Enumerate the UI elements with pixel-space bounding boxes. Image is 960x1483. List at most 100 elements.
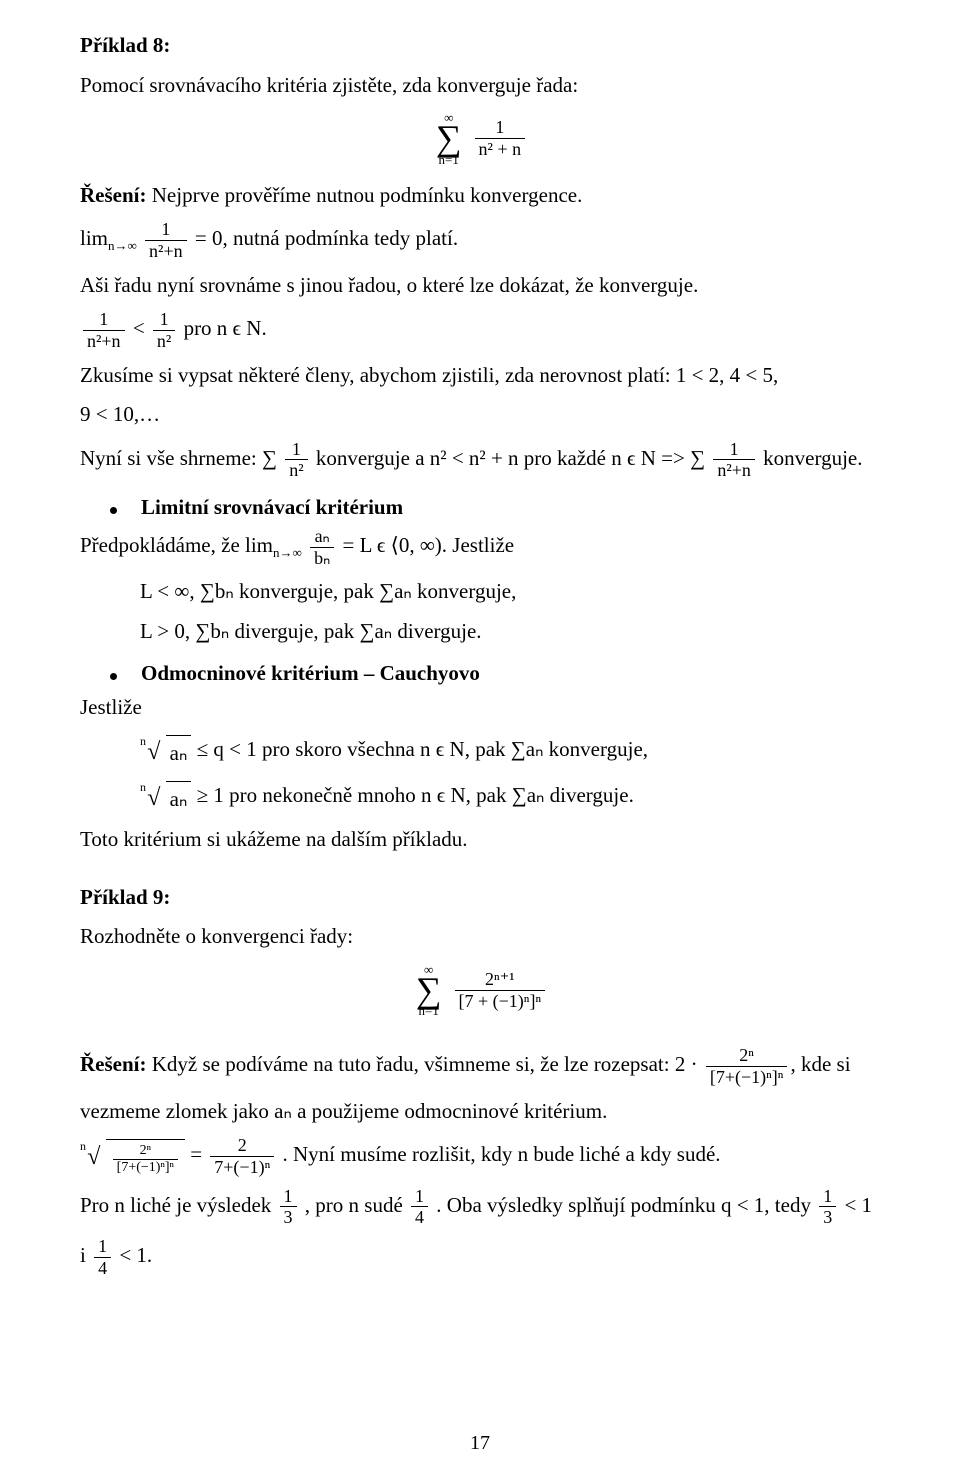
limit-l1: Předpokládáme, že limn→∞ aₙbₙ = L ϵ ⟨0, … [80,526,880,568]
ex9-series: ∞ ∑ n=1 2ⁿ⁺¹ [7 + (−1)ⁿ]ⁿ [80,963,880,1018]
ex9-l3-mid: = [190,1142,207,1166]
cauchy-l3-root-idx: n [140,780,146,794]
ex9-series-den: [7 + (−1)ⁿ]ⁿ [455,991,546,1012]
ex8-l7-f1n: 1 [285,439,307,461]
ex9-l3-root-idx: n [80,1139,86,1153]
ex9-sol-l2: vezmeme zlomek jako aₙ a použijeme odmoc… [80,1096,880,1128]
ex8-sol-l2-sub: n→∞ [108,238,137,253]
ex9-l5-f1d: 4 [94,1258,111,1279]
bullet-icon [110,507,117,514]
ex8-sol-l1: Řešení: Nejprve prověříme nutnou podmínk… [80,180,880,212]
cauchy-l3: n √ aₙ ≥ 1 pro nekonečně mnoho n ϵ N, pa… [80,778,880,816]
ex9-sol-l3: n √ 2ⁿ[7+(−1)ⁿ]ⁿ = 27+(−1)ⁿ . Nyní musím… [80,1135,880,1177]
ex9-l5-end: < 1. [119,1243,152,1267]
ex8-title: Příklad 8: [80,30,880,62]
ex8-sol-l5: Zkusíme si vypsat některé členy, abychom… [80,360,880,392]
cauchy-l1: Jestliže [80,692,880,724]
cauchy-l2-root-body: aₙ [166,735,192,770]
ex9-l3-f2n: 2 [210,1135,274,1157]
ex9-sol-l5: i 14 < 1. [80,1236,880,1278]
ex8-l4-f2n: 1 [153,309,175,331]
limit-heading: Limitní srovnávací kritérium [141,495,403,520]
ex9-l4-f2n: 1 [411,1186,428,1208]
ex8-l4-rest: pro n ϵ N. [184,316,267,340]
page: Příklad 8: Pomocí srovnávacího kritéria … [0,0,960,1483]
ex9-l1-den: [7+(−1)ⁿ]ⁿ [706,1067,788,1088]
cauchy-l4: Toto kritérium si ukážeme na dalším přík… [80,824,880,856]
ex8-l7-mid1: konverguje a n² < n² + n pro každé n ϵ N… [316,446,705,470]
cauchy-l2-root-idx: n [140,734,146,748]
cauchy-heading-row: Odmocninové kritérium – Cauchyovo [80,661,880,686]
ex8-l4-f2d: n² [153,331,175,352]
ex8-l4-mid: < [133,316,150,340]
limit-l2: L < ∞, ∑bₙ konverguje, pak ∑aₙ konverguj… [80,576,880,608]
ex9-l4-mid: , pro n sudé [305,1193,408,1217]
ex9-l5-f1n: 1 [94,1236,111,1258]
ex8-prompt: Pomocí srovnávacího kritéria zjistěte, z… [80,70,880,102]
ex9-l4-pre: Pro n liché je výsledek [80,1193,277,1217]
cauchy-l2-rest: ≤ q < 1 pro skoro všechna n ϵ N, pak ∑aₙ… [197,737,648,761]
ex8-sol-l1-rest: Nejprve prověříme nutnou podmínku konver… [147,183,583,207]
sigma-icon: ∑ [416,976,442,1005]
ex8-sol-l7: Nyní si vše shrneme: ∑ 1n² konverguje a … [80,439,880,481]
sigma-icon: ∑ [436,124,462,153]
cauchy-l3-rest: ≥ 1 pro nekonečně mnoho n ϵ N, pak ∑aₙ d… [197,783,634,807]
ex9-l3-root-num: 2ⁿ [113,1143,178,1160]
ex8-sol-l4: 1n²+n < 1n² pro n ϵ N. [80,309,880,351]
ex8-series-den: n² + n [475,139,526,160]
ex9-sol-l1: Řešení: Když se podíváme na tuto řadu, v… [80,1045,880,1087]
ex9-sol-l4: Pro n liché je výsledek 13 , pro n sudé … [80,1186,880,1228]
limit-l1-pre: Předpokládáme, že lim [80,533,273,557]
ex9-l3-f2d: 7+(−1)ⁿ [210,1157,274,1178]
ex9-l4-f3d: 3 [819,1207,836,1228]
ex8-l7-pre: Nyní si vše shrneme: ∑ [80,446,277,470]
ex9-series-num: 2ⁿ⁺¹ [455,969,546,991]
ex9-prompt: Rozhodněte o konvergenci řady: [80,921,880,953]
radical-icon: √ [87,1139,100,1175]
ex8-sol-head: Řešení: [80,183,147,207]
ex9-l3-end: . Nyní musíme rozlišit, kdy n bude liché… [283,1142,721,1166]
ex9-l3-root-den: [7+(−1)ⁿ]ⁿ [113,1160,178,1176]
limit-l1-rest: = L ϵ ⟨0, ∞). Jestliže [342,533,514,557]
ex8-l4-f1d: n²+n [83,331,125,352]
ex9-series-bottom: n=1 [416,1004,442,1017]
ex8-l7-f1d: n² [285,460,307,481]
limit-l1-sub: n→∞ [273,545,302,560]
ex8-sol-l2-pre: lim [80,226,108,250]
ex9-l4-end: < 1 [844,1193,872,1217]
page-number: 17 [0,1432,960,1455]
cauchy-heading: Odmocninové kritérium – Cauchyovo [141,661,480,686]
ex8-l2-den: n²+n [145,241,187,262]
ex8-sol-l2: limn→∞ 1n²+n = 0, nutná podmínka tedy pl… [80,219,880,261]
ex8-series: ∞ ∑ n=1 1 n² + n [80,111,880,166]
ex9-l4-f3n: 1 [819,1186,836,1208]
ex8-l2-num: 1 [145,219,187,241]
ex8-l7-end: konverguje. [763,446,862,470]
ex8-series-bottom: n=1 [436,153,462,166]
ex8-l7-f2n: 1 [713,439,755,461]
ex9-l5-pre: i [80,1243,91,1267]
ex8-sol-l3: Aši řadu nyní srovnáme s jinou řadou, o … [80,270,880,302]
ex8-l4-f1n: 1 [83,309,125,331]
ex8-series-num: 1 [475,117,526,139]
ex9-title: Příklad 9: [80,882,880,914]
ex8-sol-l2-rest: = 0, nutná podmínka tedy platí. [195,226,458,250]
limit-l1-num: aₙ [310,526,334,548]
radical-icon: √ [147,734,160,770]
cauchy-l2: n √ aₙ ≤ q < 1 pro skoro všechna n ϵ N, … [80,732,880,770]
ex8-sol-l6: 9 < 10,… [80,399,880,431]
ex9-l1-num: 2ⁿ [706,1045,788,1067]
ex9-sol-head: Řešení: [80,1052,147,1076]
limit-l3: L > 0, ∑bₙ diverguje, pak ∑aₙ diverguje. [80,616,880,648]
ex9-l4-mid2: . Oba výsledky splňují podmínku q < 1, t… [436,1193,816,1217]
limit-l1-den: bₙ [310,548,334,569]
ex9-l4-f1d: 3 [280,1207,297,1228]
limit-heading-row: Limitní srovnávací kritérium [80,495,880,520]
cauchy-l3-root-body: aₙ [166,781,192,816]
bullet-icon [110,673,117,680]
ex9-l4-f2d: 4 [411,1207,428,1228]
ex9-l4-f1n: 1 [280,1186,297,1208]
ex8-l7-f2d: n²+n [713,460,755,481]
ex9-sol-l1-rest: Když se podíváme na tuto řadu, všimneme … [147,1052,703,1076]
ex9-l1-end: , kde si [790,1052,850,1076]
